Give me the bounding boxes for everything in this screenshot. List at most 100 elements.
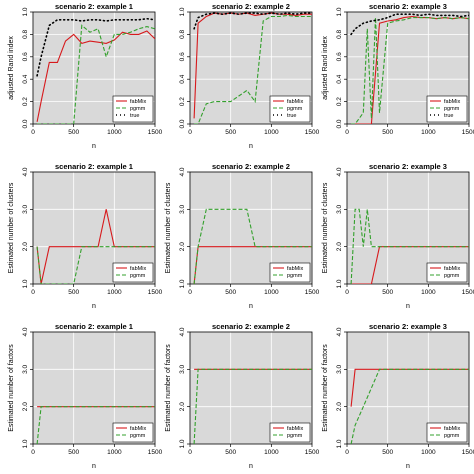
x-tick-label: 1000 bbox=[107, 129, 122, 136]
legend-label: pgmm bbox=[444, 106, 460, 112]
x-tick-label: 1500 bbox=[148, 129, 163, 136]
y-tick-label: 4.0 bbox=[336, 167, 343, 176]
x-axis-label: n bbox=[92, 143, 96, 150]
chart-panel-1: 0 500 1000 1500 0.0 0.2 0.4 0.6 0.8 1.0 scenario 2… bbox=[8, 2, 163, 150]
legend-label: pgmm bbox=[287, 433, 303, 439]
y-tick-label: 4.0 bbox=[336, 327, 343, 336]
x-tick-label: 1000 bbox=[264, 129, 279, 136]
x-tick-label: 1000 bbox=[264, 289, 279, 296]
y-tick-label: 1.0 bbox=[22, 279, 29, 288]
y-tick-label: 0.4 bbox=[22, 74, 29, 83]
x-tick-label: 0 bbox=[188, 289, 192, 296]
x-tick-label: 1500 bbox=[462, 449, 474, 456]
y-axis-label: Estimated number of clusters bbox=[8, 182, 15, 273]
y-tick-label: 0.6 bbox=[22, 52, 29, 61]
series-line-pgmm bbox=[350, 208, 469, 284]
x-axis-label: n bbox=[249, 303, 253, 310]
y-tick-label: 3.0 bbox=[336, 204, 343, 213]
legend-label: pgmm bbox=[444, 433, 460, 439]
legend-label: pgmm bbox=[130, 106, 146, 112]
y-tick-label: 3.0 bbox=[179, 204, 186, 213]
x-tick-label: 1000 bbox=[107, 449, 122, 456]
y-axis-label: Estimated number of factors bbox=[165, 344, 172, 432]
x-tick-label: 1000 bbox=[264, 449, 279, 456]
x-axis-label: n bbox=[249, 463, 253, 470]
y-axis-label: adjusted Rand index bbox=[8, 36, 15, 100]
y-tick-label: 3.0 bbox=[22, 204, 29, 213]
plot-frame bbox=[32, 11, 156, 125]
legend-label: fabMix bbox=[287, 99, 303, 105]
y-tick-label: 2.0 bbox=[336, 402, 343, 411]
chart-title: scenario 2: example 2 bbox=[212, 322, 290, 331]
y-tick-label: 3.0 bbox=[22, 364, 29, 373]
y-tick-label: 0.6 bbox=[336, 52, 343, 61]
chart-panel-2: 0 500 1000 1500 0.0 0.2 0.4 0.6 0.8 1.0 scenario 2… bbox=[179, 2, 320, 150]
x-tick-label: 1500 bbox=[305, 289, 320, 296]
x-tick-label: 500 bbox=[382, 129, 393, 136]
legend-label: fabMix bbox=[130, 426, 146, 432]
chart-title: scenario 2: example 2 bbox=[212, 2, 290, 11]
x-tick-label: 0 bbox=[31, 289, 35, 296]
legend-label: true bbox=[130, 113, 139, 119]
x-tick-label: 1000 bbox=[421, 449, 436, 456]
plot-frame bbox=[189, 331, 313, 445]
x-tick-label: 1000 bbox=[107, 289, 122, 296]
y-tick-label: 0.8 bbox=[336, 30, 343, 39]
y-tick-label: 0.8 bbox=[179, 30, 186, 39]
x-tick-label: 500 bbox=[68, 289, 79, 296]
y-axis-label: adjusted Rand index bbox=[322, 36, 329, 100]
y-tick-label: 2.0 bbox=[22, 242, 29, 251]
y-axis-label: Estimated number of clusters bbox=[322, 182, 329, 273]
y-axis-label: Estimated number of factors bbox=[322, 344, 329, 432]
series-line-pgmm bbox=[36, 246, 155, 284]
legend-label: pgmm bbox=[444, 273, 460, 279]
y-tick-label: 1.0 bbox=[336, 279, 343, 288]
legend-label: fabMix bbox=[130, 99, 146, 105]
y-tick-label: 3.0 bbox=[336, 364, 343, 373]
y-tick-label: 1.0 bbox=[336, 439, 343, 448]
legend-label: fabMix bbox=[444, 99, 460, 105]
x-axis-label: n bbox=[249, 143, 253, 150]
x-tick-label: 1500 bbox=[148, 289, 163, 296]
legend-label: true bbox=[287, 113, 296, 119]
x-tick-label: 500 bbox=[225, 129, 236, 136]
chart-panel-7: 0 500 1000 1500 1.0 2.0 3.0 4.0 scenario 2: exam… bbox=[8, 322, 163, 470]
legend-label: pgmm bbox=[130, 273, 146, 279]
series-line-true bbox=[350, 13, 469, 36]
series-line-fabmix bbox=[193, 246, 312, 284]
y-tick-label: 0.4 bbox=[336, 74, 343, 83]
y-tick-label: 0.2 bbox=[22, 97, 29, 106]
legend-label: fabMix bbox=[444, 426, 460, 432]
series-line-pgmm bbox=[36, 406, 155, 444]
y-tick-label: 2.0 bbox=[22, 402, 29, 411]
chart-panel-8: 0 500 1000 1500 1.0 2.0 3.0 4.0 scenario 2: exam… bbox=[165, 322, 320, 470]
legend-label: pgmm bbox=[287, 273, 303, 279]
x-tick-label: 1000 bbox=[421, 129, 436, 136]
x-tick-label: 1500 bbox=[462, 289, 474, 296]
chart-panel-3: 0 500 1000 1500 0.0 0.2 0.4 0.6 0.8 1.0 scenario 2… bbox=[322, 2, 474, 136]
chart-panel-4: 0 500 1000 1500 1.0 2.0 3.0 4.0 scenario 2: exam… bbox=[8, 162, 163, 310]
series-line-pgmm bbox=[350, 368, 469, 444]
legend-label: pgmm bbox=[287, 106, 303, 112]
x-tick-label: 0 bbox=[345, 289, 349, 296]
series-line-pgmm bbox=[193, 208, 312, 284]
x-tick-label: 1500 bbox=[462, 129, 474, 136]
y-tick-label: 0.4 bbox=[179, 74, 186, 83]
y-tick-label: 1.0 bbox=[179, 439, 186, 448]
plot-frame bbox=[346, 331, 470, 445]
y-tick-label: 0.0 bbox=[336, 119, 343, 128]
plot-frame bbox=[189, 171, 313, 285]
chart-title: scenario 2: example 3 bbox=[369, 2, 447, 11]
chart-title: scenario 2: example 3 bbox=[369, 322, 447, 331]
y-axis-label: Estimated number of clusters bbox=[165, 182, 172, 273]
series-line-pgmm bbox=[351, 17, 469, 124]
legend-label: true bbox=[444, 113, 453, 119]
series-line-true bbox=[36, 17, 155, 77]
y-tick-label: 1.0 bbox=[179, 279, 186, 288]
x-axis-label: n bbox=[406, 463, 410, 470]
y-tick-label: 0.2 bbox=[336, 97, 343, 106]
y-tick-label: 2.0 bbox=[179, 402, 186, 411]
